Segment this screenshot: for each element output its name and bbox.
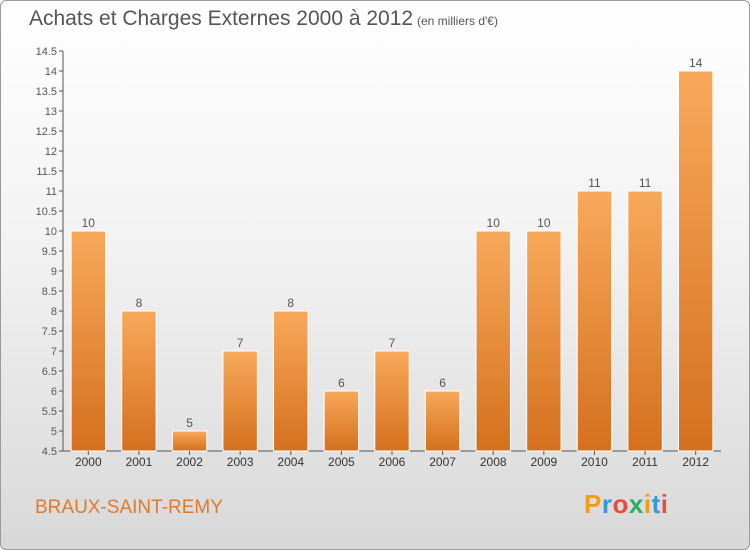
data-label: 11 [588, 176, 601, 190]
bar-2002 [171, 430, 208, 452]
y-tick-label: 9.5 [42, 246, 57, 258]
bar-2003 [222, 350, 258, 452]
chart-subtitle: (en milliers d'€) [417, 14, 498, 28]
y-tick-label: 4.5 [42, 446, 57, 458]
logo-letter: i [643, 489, 652, 519]
bar-2004 [273, 310, 309, 452]
y-tick-label: 12 [45, 146, 57, 158]
bar-2001 [121, 310, 157, 452]
bar-2012 [677, 70, 714, 452]
y-tick-label: 7 [51, 346, 57, 358]
x-tick-label: 2004 [277, 455, 304, 469]
data-label: 10 [82, 216, 96, 230]
y-tick-label: 7.5 [42, 326, 57, 338]
x-tick-label: 2003 [227, 455, 254, 469]
data-label: 7 [237, 336, 244, 350]
logo-letter: x [628, 489, 644, 519]
x-tick-label: 2002 [176, 455, 203, 469]
data-label: 7 [389, 336, 396, 350]
x-tick-label: 2009 [530, 455, 557, 469]
y-tick-label: 8 [51, 306, 57, 318]
data-label: 6 [338, 376, 345, 390]
y-tick-label: 14.5 [36, 46, 57, 58]
data-label: 14 [689, 56, 703, 70]
bar-2005 [323, 390, 360, 452]
data-label: 8 [136, 296, 143, 310]
y-tick-label: 9 [51, 266, 57, 278]
y-tick-label: 6.5 [42, 366, 57, 378]
y-tick-label: 11 [46, 186, 57, 198]
x-tick-label: 2010 [581, 455, 608, 469]
logo-letter: o [612, 489, 629, 519]
proxiti-logo: Proxiti [584, 489, 668, 520]
x-tick-label: 2007 [429, 455, 456, 469]
bar-2008 [475, 230, 511, 452]
data-label: 11 [639, 176, 652, 190]
x-tick-label: 2006 [379, 455, 406, 469]
y-tick-label: 10 [45, 226, 57, 238]
logo-letter: P [584, 489, 602, 519]
bar-2007 [424, 390, 461, 452]
y-tick-label: 13 [45, 106, 57, 118]
data-label: 10 [537, 216, 551, 230]
logo-letter: i [660, 489, 669, 519]
y-tick-label: 12.5 [36, 126, 57, 138]
y-tick-label: 13.5 [36, 86, 57, 98]
y-tick-label: 8.5 [42, 286, 57, 298]
y-tick-label: 14 [45, 66, 57, 78]
bar-2009 [526, 230, 562, 452]
bar-2006 [374, 350, 410, 452]
data-label: 8 [287, 296, 294, 310]
logo-letter: t [651, 489, 661, 519]
y-tick-label: 5 [51, 426, 57, 438]
logo-letter: r [601, 489, 613, 519]
y-tick-label: 11.5 [36, 166, 57, 178]
data-label: 5 [186, 416, 193, 430]
x-tick-label: 2012 [682, 455, 709, 469]
x-tick-label: 2005 [328, 455, 355, 469]
x-tick-label: 2000 [75, 455, 102, 469]
y-tick-label: 10.5 [36, 206, 57, 218]
x-tick-label: 2001 [126, 455, 153, 469]
chart-title: Achats et Charges Externes 2000 à 2012 [29, 7, 414, 30]
data-label: 6 [439, 376, 446, 390]
x-tick-label: 2008 [480, 455, 507, 469]
y-tick-label: 6 [51, 386, 57, 398]
place-name: BRAUX-SAINT-REMY [35, 497, 223, 518]
data-label: 10 [487, 216, 501, 230]
bar-2011 [627, 190, 663, 452]
y-tick-label: 5.5 [42, 406, 57, 418]
bar-2000 [70, 230, 107, 452]
x-tick-label: 2011 [632, 455, 658, 469]
bar-2010 [576, 190, 613, 452]
